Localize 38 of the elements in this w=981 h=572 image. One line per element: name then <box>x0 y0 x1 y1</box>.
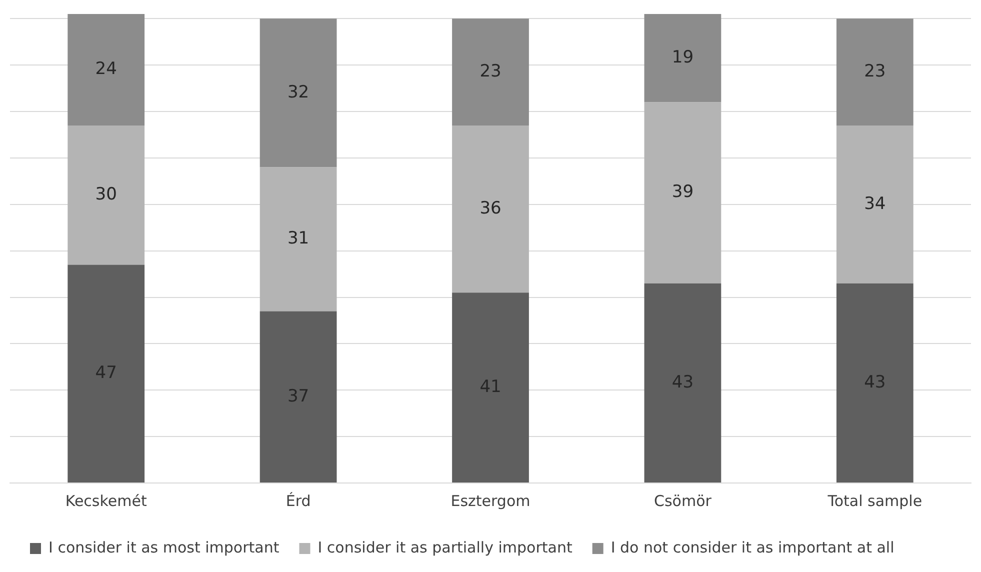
bar <box>836 283 914 482</box>
bar <box>644 283 722 482</box>
data-label: 32 <box>287 82 310 102</box>
data-label: 43 <box>864 372 886 392</box>
bar <box>452 292 529 482</box>
data-label: 39 <box>672 182 694 202</box>
bar <box>68 264 145 482</box>
bar <box>68 125 145 265</box>
x-tick-label: Csömör <box>654 492 712 510</box>
x-tick-label: Esztergom <box>450 492 530 510</box>
data-label: 37 <box>287 386 310 406</box>
bar <box>644 14 722 102</box>
data-label: 19 <box>672 48 694 68</box>
data-label: 24 <box>95 59 117 80</box>
data-label: 43 <box>672 372 694 392</box>
data-label: 47 <box>95 363 117 384</box>
data-label: 23 <box>864 61 886 82</box>
data-label: 23 <box>480 61 502 82</box>
x-tick-label: Kecskemét <box>65 492 147 510</box>
bar <box>260 311 337 482</box>
legend-label: I consider it as most important <box>48 538 280 556</box>
x-tick-label: Érd <box>286 492 311 510</box>
bar <box>452 18 529 126</box>
data-label: 41 <box>480 376 502 397</box>
data-label: 34 <box>864 194 886 214</box>
bar <box>452 125 529 293</box>
data-label: 31 <box>287 228 310 249</box>
bar <box>260 167 337 312</box>
bar <box>836 125 914 284</box>
data-label: 30 <box>95 184 117 205</box>
bar <box>644 102 722 284</box>
x-tick-label: Total sample <box>826 492 922 510</box>
bar <box>260 18 337 168</box>
bar <box>68 14 145 126</box>
legend-label: I do not consider it as important at all <box>610 538 894 556</box>
bar <box>836 18 914 126</box>
data-label: 36 <box>480 198 502 218</box>
legend-label: I consider it as partially important <box>318 538 572 556</box>
